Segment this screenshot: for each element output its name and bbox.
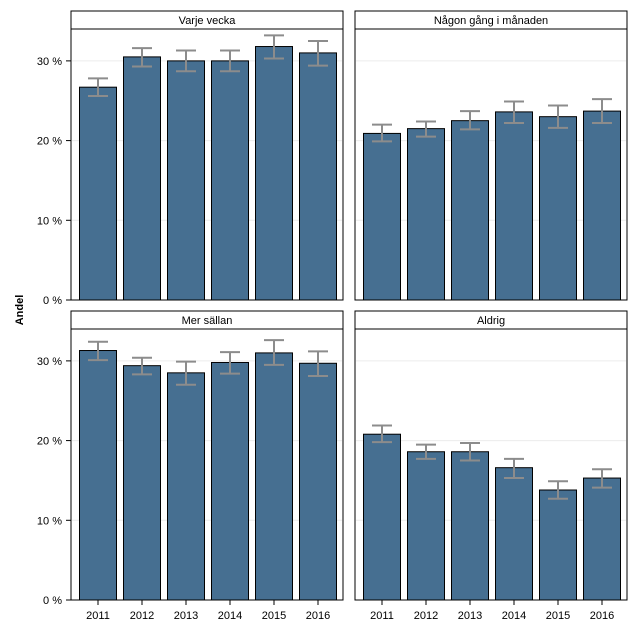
error-bar (460, 110, 480, 131)
bar (363, 132, 401, 301)
y-tick-label: 30 % (37, 356, 62, 368)
error-bar (548, 104, 568, 129)
bar (451, 120, 489, 301)
y-tick-label: 20 % (37, 436, 62, 448)
x-tick-label: 2014 (218, 610, 242, 622)
bar (299, 362, 337, 601)
error-bar (372, 424, 392, 444)
bar (539, 116, 577, 301)
bar (123, 365, 161, 601)
x-tick-label: 2011 (86, 610, 110, 622)
bar (495, 467, 533, 601)
error-bar (220, 351, 240, 375)
panel-4: Aldrig (354, 310, 628, 601)
y-tick-label: 0 % (43, 595, 62, 607)
x-tick-label: 2016 (590, 610, 614, 622)
bar (539, 489, 577, 601)
axis-layer: 0 % 10 % 20 % 30 % 0 % 10 % 20 % 30 % 2011 2012 20… (37, 56, 614, 622)
bar (167, 60, 205, 301)
bar (299, 52, 337, 301)
error-bar (264, 339, 284, 366)
bar (123, 56, 161, 301)
bar (211, 60, 249, 301)
error-bar (308, 39, 328, 67)
error-bar (548, 480, 568, 500)
x-tick-label: 2015 (262, 610, 286, 622)
bar (211, 361, 249, 601)
panel-2: Någon gång i månaden (354, 10, 628, 301)
x-tick-label: 2012 (130, 610, 154, 622)
error-bar (416, 443, 436, 460)
error-bar (372, 123, 392, 143)
bar (255, 352, 293, 601)
error-bar (176, 49, 196, 73)
bar (167, 372, 205, 601)
error-bar (308, 350, 328, 378)
x-tick-label: 2013 (458, 610, 482, 622)
bar (363, 433, 401, 601)
error-bar (132, 356, 152, 376)
x-tick-label: 2011 (370, 610, 394, 622)
x-tick-label: 2015 (546, 610, 570, 622)
x-tick-label: 2012 (414, 610, 438, 622)
bar (495, 111, 533, 301)
error-bar (504, 457, 524, 480)
error-bar (220, 49, 240, 73)
error-bar (264, 34, 284, 60)
x-tick-label: 2016 (306, 610, 330, 622)
y-tick-label: 10 % (37, 215, 62, 227)
bar (583, 110, 621, 301)
bar (255, 46, 293, 301)
bar (79, 86, 117, 301)
error-bar (592, 98, 612, 125)
x-tick-label: 2014 (502, 610, 526, 622)
panel-title: Aldrig (477, 315, 505, 327)
error-bar (88, 340, 108, 362)
error-bar (416, 120, 436, 138)
error-bar (504, 100, 524, 125)
bar (407, 451, 445, 601)
error-bar (592, 468, 612, 489)
panel-title: Varje vecka (179, 15, 237, 27)
y-axis-label: Andel (14, 295, 26, 326)
panel-title: Mer sällan (182, 315, 233, 327)
bar (583, 477, 621, 601)
bar (79, 350, 117, 601)
panel-1: Varje vecka (70, 10, 344, 301)
error-bar (88, 77, 108, 97)
panels-layer: Varje vecka Någon gång i månaden Mer sälla… (70, 10, 628, 601)
bar (407, 128, 445, 301)
x-tick-label: 2013 (174, 610, 198, 622)
y-tick-label: 0 % (43, 295, 62, 307)
bar (451, 451, 489, 601)
panel-title: Någon gång i månaden (434, 15, 548, 27)
y-tick-label: 20 % (37, 136, 62, 148)
error-bar (176, 360, 196, 386)
y-tick-label: 30 % (37, 56, 62, 68)
y-tick-label: 10 % (37, 515, 62, 527)
panel-3: Mer sällan (70, 310, 344, 601)
error-bar (132, 47, 152, 68)
error-bar (460, 441, 480, 462)
